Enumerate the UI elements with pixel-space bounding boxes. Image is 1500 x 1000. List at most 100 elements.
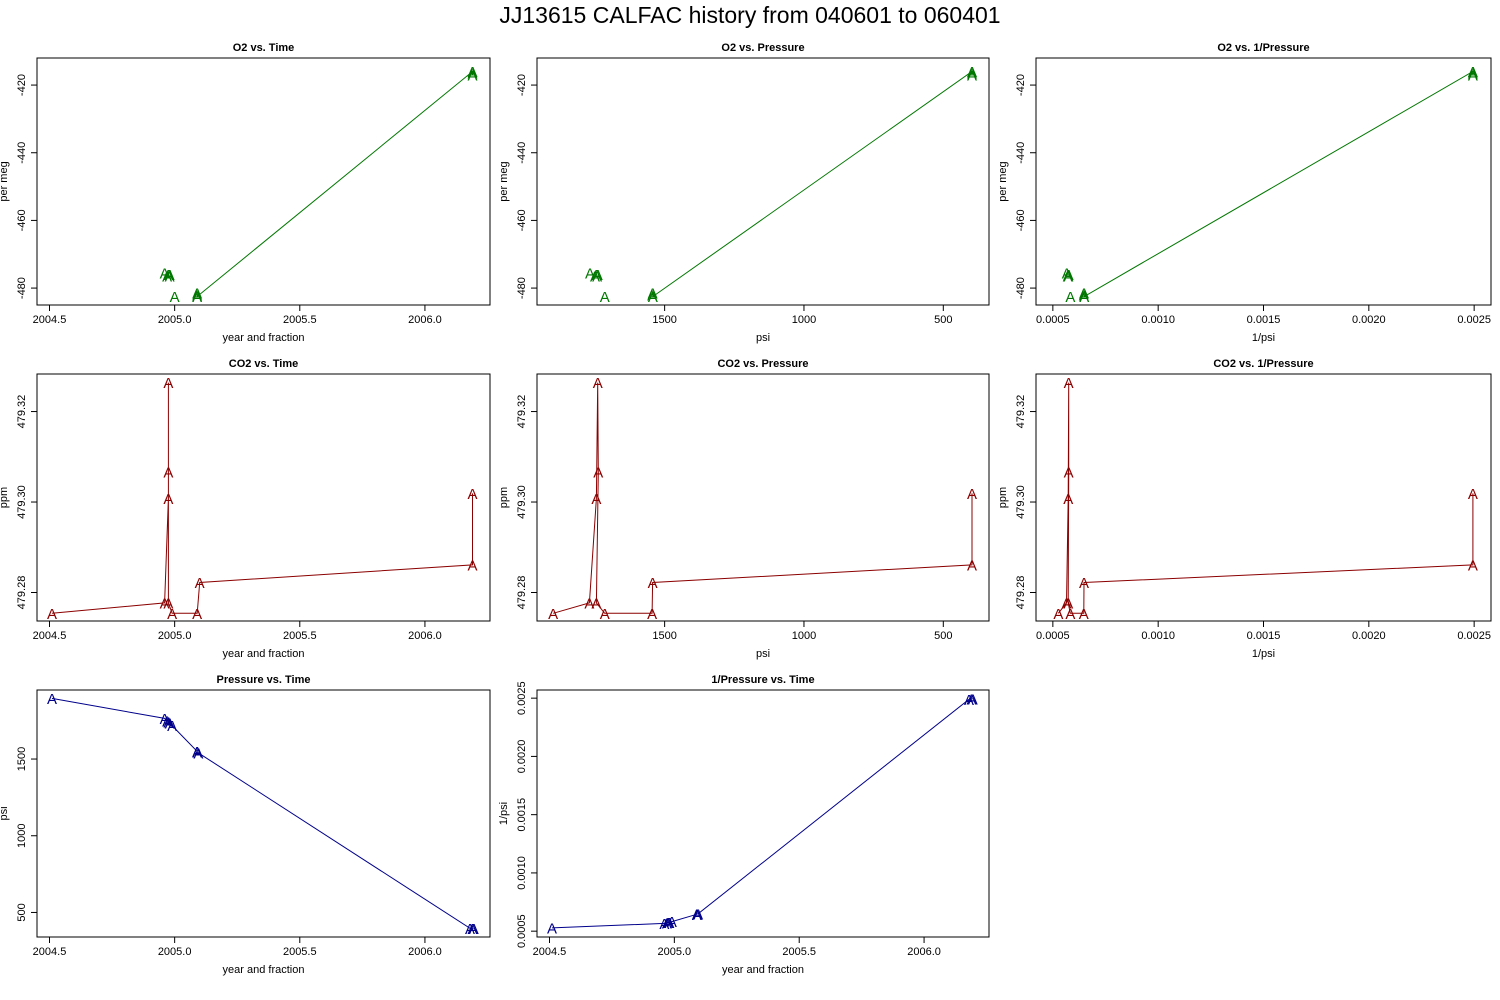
data-point-marker: A	[1065, 289, 1075, 306]
y-tick-label: 479.32	[516, 395, 528, 429]
y-tick-label: -420	[1015, 74, 1027, 96]
y-tick-label: -480	[516, 277, 528, 299]
data-point-marker: A	[662, 915, 672, 932]
series-line	[1083, 70, 1474, 298]
x-tick-label: 0.0005	[1036, 314, 1070, 326]
data-point-marker: A	[1063, 491, 1073, 508]
data-point-marker: A	[467, 486, 477, 503]
y-tick-label: -420	[516, 74, 528, 96]
data-point-marker: A	[548, 606, 558, 623]
data-point-marker: A	[692, 907, 702, 924]
data-point-marker: A	[47, 606, 57, 623]
data-point-marker: A	[1079, 575, 1089, 592]
chart-title: CO2 vs. 1/Pressure	[1213, 358, 1313, 370]
x-axis-label: psi	[756, 332, 770, 344]
data-point-marker: A	[648, 286, 658, 303]
data-point-marker: A	[163, 714, 173, 731]
y-tick-label: 479.28	[16, 576, 28, 610]
x-tick-label: 500	[934, 630, 952, 642]
data-point-marker: A	[664, 915, 674, 932]
chart-title: Pressure vs. Time	[217, 674, 311, 686]
data-point-marker: A	[162, 713, 172, 730]
chart-title: CO2 vs. Pressure	[717, 358, 808, 370]
chart-panel-5: CO2 vs. Pressure 1500 1000 500 479.28 479.30 4…	[498, 358, 990, 660]
chart-panel-4: CO2 vs. Time 2004.5 2005.0 2005.5 2006.0 479.…	[0, 358, 491, 660]
x-axis-label: 1/psi	[1252, 332, 1275, 344]
data-point-marker: A	[692, 907, 702, 924]
x-tick-label: 2004.5	[33, 314, 67, 326]
y-axis-label: psi	[0, 806, 10, 820]
data-point-marker: A	[162, 269, 172, 286]
data-point-marker: A	[165, 715, 175, 732]
data-point-marker: A	[163, 267, 173, 284]
data-point-marker: A	[165, 269, 175, 286]
data-point-marker: A	[1063, 269, 1073, 286]
data-point-marker: A	[47, 691, 57, 708]
data-point-marker: A	[1079, 286, 1089, 303]
chart-panel-3: O2 vs. 1/Pressure 0.0005 0.0010 0.0015 0.002…	[997, 42, 1492, 344]
plot-frame	[1035, 373, 1492, 622]
x-tick-label: 0.0025	[1457, 314, 1491, 326]
series-line	[51, 382, 473, 614]
x-tick-label: 2005.5	[283, 946, 317, 958]
data-point-marker: A	[192, 745, 202, 762]
chart-title: O2 vs. 1/Pressure	[1217, 42, 1309, 54]
data-point-marker: A	[663, 915, 673, 932]
data-point-marker: A	[648, 575, 658, 592]
x-tick-label: 0.0015	[1247, 630, 1281, 642]
x-axis-label: psi	[756, 648, 770, 660]
x-tick-label: 500	[934, 314, 952, 326]
x-tick-label: 0.0015	[1247, 314, 1281, 326]
plot-frame	[536, 373, 990, 622]
y-axis-label: per meg	[997, 161, 1009, 201]
data-point-marker: A	[1063, 267, 1073, 284]
data-point-marker: A	[160, 595, 170, 612]
y-tick-label: -420	[16, 74, 28, 96]
x-tick-label: 2005.0	[658, 946, 692, 958]
y-tick-label: 0.0015	[516, 798, 528, 832]
y-axis-label: ppm	[498, 487, 510, 508]
series-line	[1057, 382, 1474, 614]
data-point-marker: A	[1468, 66, 1478, 83]
plot-frame	[536, 689, 990, 938]
data-point-marker: A	[1063, 269, 1073, 286]
data-point-marker: A	[467, 64, 477, 81]
data-point-marker: A	[648, 289, 658, 306]
y-tick-label: -480	[16, 277, 28, 299]
series-line	[551, 698, 973, 929]
y-tick-label: 479.28	[1015, 576, 1027, 610]
y-tick-label: 479.30	[16, 485, 28, 519]
chart-title: O2 vs. Time	[233, 42, 295, 54]
x-tick-label: 1000	[792, 630, 816, 642]
y-tick-label: -440	[16, 142, 28, 164]
data-point-marker: A	[167, 606, 177, 623]
data-point-marker: A	[163, 465, 173, 482]
y-axis-label: 1/psi	[498, 802, 510, 825]
y-tick-label: -460	[516, 209, 528, 231]
y-tick-label: 1500	[16, 747, 28, 771]
plot-frame	[36, 57, 491, 306]
x-tick-label: 2004.5	[533, 946, 567, 958]
x-tick-label: 0.0025	[1457, 630, 1491, 642]
x-tick-label: 2005.0	[158, 946, 192, 958]
chart-panel-8: 1/Pressure vs. Time 2004.5 2005.0 2005.5 200…	[498, 674, 990, 976]
y-tick-label: 479.28	[516, 576, 528, 610]
y-tick-label: 479.32	[1015, 395, 1027, 429]
data-point-marker: A	[467, 921, 477, 938]
data-point-marker: A	[693, 906, 703, 923]
data-point-marker: A	[591, 595, 601, 612]
data-point-marker: A	[192, 286, 202, 303]
y-tick-label: -440	[1015, 142, 1027, 164]
data-point-marker: A	[591, 491, 601, 508]
x-tick-label: 2006.0	[408, 630, 442, 642]
x-tick-label: 0.0005	[1036, 630, 1070, 642]
data-point-marker: A	[967, 66, 977, 83]
series-line	[51, 697, 474, 929]
data-point-marker: A	[469, 921, 479, 938]
data-point-marker: A	[1064, 465, 1074, 482]
data-point-marker: A	[163, 491, 173, 508]
data-point-marker: A	[647, 606, 657, 623]
data-point-marker: A	[1064, 375, 1074, 392]
chart-title: CO2 vs. Time	[229, 358, 299, 370]
